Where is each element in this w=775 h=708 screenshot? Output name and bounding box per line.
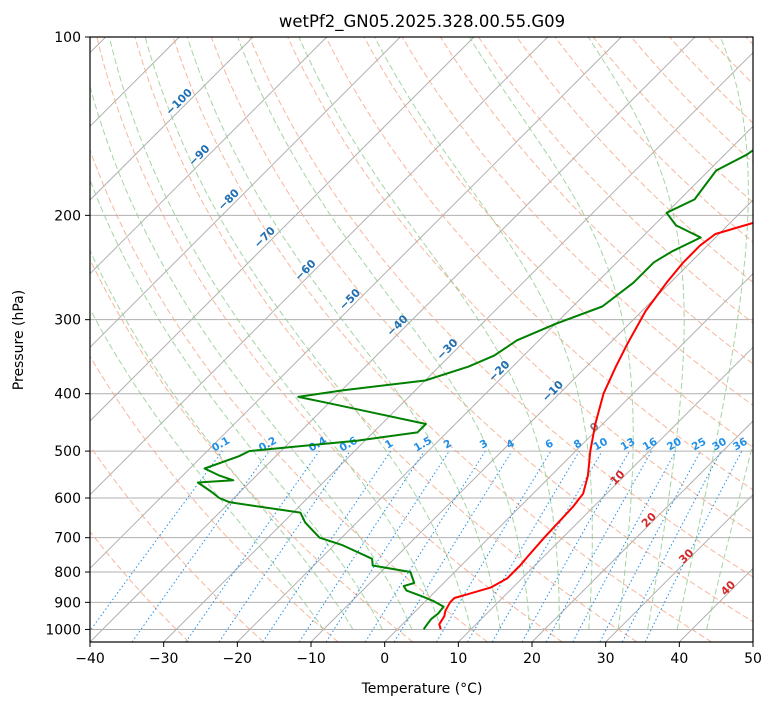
moist-adiabat-line xyxy=(90,84,413,630)
isotherm-gridline xyxy=(90,37,549,496)
isotherm-gridline xyxy=(384,272,753,642)
x-tick-label: 20 xyxy=(523,651,541,667)
mixing-ratio-line xyxy=(325,450,450,642)
mixing-ratio-line xyxy=(545,450,653,642)
mixing-ratio-line xyxy=(572,450,677,642)
isotherm-gridline xyxy=(90,37,328,275)
dry-adiabat-line xyxy=(210,37,753,623)
x-tick-label: 50 xyxy=(744,651,762,667)
dry-adiabat-line xyxy=(90,355,339,642)
x-tick-label: −20 xyxy=(223,651,253,667)
moist-adiabat-line xyxy=(469,37,634,630)
y-tick-label: 800 xyxy=(54,565,81,581)
dewpoint-profile-line xyxy=(196,149,753,630)
moist-adiabat-line xyxy=(706,441,753,630)
moist-adiabat-line xyxy=(108,37,442,630)
x-axis-title: Temperature (°C) xyxy=(361,681,483,697)
moist-adiabat-line xyxy=(90,249,354,630)
y-tick-label: 700 xyxy=(54,531,81,547)
dry-adiabat-line xyxy=(249,37,753,578)
y-tick-label: 200 xyxy=(54,208,81,224)
dry-adiabat-line xyxy=(96,37,563,642)
isotherm-gridline xyxy=(531,420,753,642)
isotherm-gridline xyxy=(90,37,475,422)
mixing-ratio-line xyxy=(364,450,486,642)
dry-adiabat-line xyxy=(287,37,753,534)
x-tick-label: 40 xyxy=(670,651,688,667)
moist-adiabat-line xyxy=(676,37,749,630)
y-tick-label: 300 xyxy=(54,313,81,329)
chart-title: wetPf2_GN05.2025.328.00.55.G09 xyxy=(279,12,565,32)
dry-adiabat-line xyxy=(592,37,753,204)
dry-adiabat-line xyxy=(90,258,414,642)
y-tick-label: 1000 xyxy=(45,622,81,638)
dry-adiabat-line xyxy=(90,148,488,642)
dry-adiabat-line xyxy=(401,37,753,406)
dry-adiabat-line xyxy=(630,37,753,164)
isotherm-gridline xyxy=(90,37,696,642)
moist-adiabat-line xyxy=(237,37,531,630)
mixing-ratio-line xyxy=(435,450,552,642)
axes: −40 −30 −20 −10 0 10 20 30 40 50 100 200 300 400 500 60… xyxy=(45,30,762,667)
temperature-profile-line xyxy=(438,221,753,630)
plot-frame xyxy=(89,36,754,643)
isotherm-gridline xyxy=(236,125,753,642)
mixing-ratio-line xyxy=(467,450,580,642)
moist-adiabat-line xyxy=(298,37,560,630)
x-tick-label: −40 xyxy=(75,651,105,667)
x-tick-label: −10 xyxy=(296,651,326,667)
isotherm-gridline xyxy=(457,346,753,642)
dry-adiabat-line xyxy=(363,37,753,448)
mixing-ratio-line xyxy=(491,450,603,642)
moist-adiabat-line xyxy=(587,37,685,630)
moist-adiabat-line xyxy=(186,37,501,630)
x-tick-label: 0 xyxy=(380,651,389,667)
dry-adiabat-line xyxy=(134,37,638,642)
y-axis-title: Pressure (hPa) xyxy=(11,290,27,390)
isotherm-gridline xyxy=(163,51,753,642)
moist-adiabat-line xyxy=(90,178,383,630)
mixing-ratio-line xyxy=(393,450,513,642)
isotherm-gridline xyxy=(90,37,254,201)
mixing-ratio-line xyxy=(521,450,630,642)
isotherm-gridline xyxy=(90,37,622,570)
isotherm-gridline xyxy=(90,37,401,349)
dry-adiabat-line xyxy=(90,530,190,642)
x-tick-label: 30 xyxy=(597,651,615,667)
y-tick-label: 400 xyxy=(54,387,81,403)
y-tick-label: 500 xyxy=(54,444,81,460)
mixing-ratio-line xyxy=(218,450,351,642)
dry-adiabat-line xyxy=(554,37,753,243)
y-tick-label: 600 xyxy=(54,491,81,507)
dry-adiabat-line xyxy=(516,37,753,283)
dry-adiabat-line xyxy=(478,37,753,324)
isotherm-gridline xyxy=(310,199,753,642)
x-tick-label: 10 xyxy=(449,651,467,667)
mixing-ratio-line xyxy=(185,450,320,642)
y-tick-label: 100 xyxy=(54,30,81,46)
dry-adiabat-line xyxy=(439,37,753,365)
mixing-ratio-line xyxy=(131,450,270,642)
y-tick-label: 900 xyxy=(54,595,81,611)
moist-adiabat-line xyxy=(374,37,593,630)
isotherm-gridline xyxy=(605,493,753,642)
x-tick-label: −30 xyxy=(149,651,179,667)
